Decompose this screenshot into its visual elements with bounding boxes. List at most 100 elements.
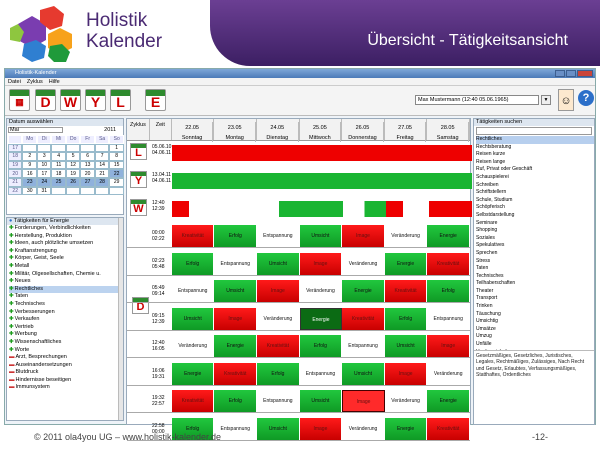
activity-cell[interactable]: Erfolg <box>171 252 215 275</box>
search-result-item[interactable]: Seminare <box>476 219 498 226</box>
activity-cell[interactable]: Energie <box>384 252 428 275</box>
search-result-item[interactable]: Selbstdarstellung <box>476 211 515 218</box>
cycle-d-button[interactable]: D <box>132 297 149 314</box>
chevron-down-icon[interactable]: ▼ <box>541 95 551 105</box>
search-result-item[interactable]: Täuschung <box>476 310 501 317</box>
calendar-day[interactable]: 16 <box>22 169 38 178</box>
activity-cell[interactable]: Kreativität <box>427 417 470 440</box>
calendar-day[interactable]: 14 <box>94 160 110 170</box>
calendar-day[interactable]: 26 <box>65 177 81 187</box>
task-item[interactable]: ✚Vertrieb <box>9 324 123 332</box>
user-select[interactable]: Max Mustermann (12:40 05.06.1965) <box>415 95 539 105</box>
search-result-item[interactable]: Taten <box>476 265 489 272</box>
activity-cell[interactable]: Veränderung <box>427 362 470 385</box>
calendar-day[interactable]: 18 <box>51 169 66 178</box>
activity-cell[interactable]: Kreativität <box>171 225 215 247</box>
activity-cell[interactable]: Veränderung <box>299 280 343 302</box>
task-item[interactable]: ✚Verbesserungen <box>9 309 123 317</box>
activity-cell[interactable]: Energie <box>214 335 258 357</box>
activity-cell[interactable]: Erfolg <box>384 307 428 330</box>
search-result-item[interactable]: Reisen lange <box>476 158 506 165</box>
task-item[interactable]: ✚Kraftanstrengung <box>9 248 123 256</box>
activity-cell[interactable]: Image <box>299 417 343 440</box>
close-button[interactable] <box>577 70 593 77</box>
calendar-day[interactable]: 4 <box>51 152 66 161</box>
cycle-l-button[interactable]: L <box>130 143 147 160</box>
activity-cell[interactable]: Kreativität <box>214 362 258 385</box>
calendar-day[interactable]: 19 <box>65 169 81 178</box>
task-item[interactable]: ▬Hindernisse beseitigen <box>9 377 123 385</box>
activity-cell[interactable]: Umsicht <box>171 307 215 330</box>
search-result-item[interactable]: Theater <box>476 287 494 294</box>
activity-cell[interactable]: Image <box>214 307 258 330</box>
activity-cell[interactable]: Erfolg <box>214 225 258 247</box>
activity-cell[interactable]: Image <box>427 335 470 357</box>
calendar-day[interactable]: 7 <box>94 152 110 161</box>
cycle-w-button[interactable]: W <box>130 199 147 216</box>
calendar-day[interactable]: 8 <box>109 152 124 161</box>
task-item[interactable]: ▬Arzt, Besprechungen <box>9 354 123 362</box>
search-result-item[interactable]: Schreiben <box>476 181 499 188</box>
activity-cell[interactable]: Veränderung <box>384 225 428 247</box>
search-result-item[interactable]: Transport <box>476 295 498 302</box>
activity-cell[interactable]: Erfolg <box>427 280 470 302</box>
calendar-day[interactable]: 28 <box>94 177 110 187</box>
toolbar-l-button[interactable]: L <box>110 89 131 111</box>
minimize-button[interactable] <box>555 70 565 77</box>
search-result-item[interactable]: Rechtliches <box>476 136 594 144</box>
calendar-day[interactable]: 15 <box>109 160 124 170</box>
menu-hilfe[interactable]: Hilfe <box>48 79 60 85</box>
activity-cell[interactable]: Kreativität <box>257 335 300 357</box>
activity-cell[interactable]: Umsicht <box>299 225 343 247</box>
task-item[interactable]: ✚Technisches <box>9 301 123 309</box>
menu-zyklus[interactable]: Zyklus <box>26 79 43 85</box>
calendar-day[interactable]: 17 <box>37 169 52 178</box>
activity-cell[interactable]: Umsicht <box>299 390 343 412</box>
calendar-day[interactable]: 9 <box>22 160 38 170</box>
calendar-day[interactable]: 23 <box>22 177 38 187</box>
activity-cell[interactable]: Erfolg <box>257 362 300 385</box>
toolbar-y-button[interactable]: Y <box>85 89 106 111</box>
calendar-day[interactable]: 2 <box>22 152 38 161</box>
activity-cell[interactable]: Umsicht <box>214 280 258 302</box>
task-item[interactable]: ▬Blutdruck <box>9 369 123 377</box>
search-result-item[interactable]: Unfälle <box>476 341 492 348</box>
activity-cell[interactable]: Entspannung <box>214 252 258 275</box>
calendar-day[interactable]: 10 <box>37 160 52 170</box>
activity-cell[interactable]: Veränderung <box>257 307 300 330</box>
search-result-item[interactable]: Reisen kurze <box>476 151 506 158</box>
toolbar-w-button[interactable]: W <box>60 89 81 111</box>
search-result-item[interactable]: Stress <box>476 257 491 264</box>
search-result-item[interactable]: Trinken <box>476 303 493 310</box>
toolbar-d-button[interactable]: D <box>35 89 56 111</box>
search-result-item[interactable]: Ruf, Privat oder Geschäft <box>476 166 533 173</box>
task-item[interactable]: ✚Verkaufen <box>9 316 123 324</box>
activity-cell[interactable]: Umsicht <box>257 252 300 275</box>
calendar-day[interactable]: 3 <box>37 152 52 161</box>
task-item[interactable]: ✚Neues <box>9 278 123 286</box>
search-input[interactable] <box>476 127 592 135</box>
activity-cell[interactable]: Image <box>299 252 343 275</box>
calendar-day[interactable]: 30 <box>22 186 38 196</box>
calendar-day[interactable]: 29 <box>109 177 124 187</box>
activity-cell[interactable]: Umsicht <box>384 335 428 357</box>
task-item[interactable]: ✚Metall <box>9 263 123 271</box>
search-result-item[interactable]: Shopping <box>476 227 498 234</box>
calendar-day[interactable]: 1 <box>109 143 124 153</box>
activity-cell[interactable]: Kreativität <box>384 280 428 302</box>
search-result-item[interactable]: Teilhaberschaften <box>476 280 516 287</box>
activity-cell[interactable]: Umsicht <box>257 417 300 440</box>
activity-cell[interactable]: Image <box>342 390 385 412</box>
task-item[interactable]: ✚Worte <box>9 347 123 355</box>
search-result-item[interactable]: Spekulatives <box>476 242 505 249</box>
toolbar-e-button[interactable]: E <box>145 89 166 111</box>
activity-cell[interactable]: Veränderung <box>342 417 385 440</box>
task-item[interactable]: ✚Militär, Ölgesellschaften, Chemie u. <box>9 271 123 279</box>
activity-cell[interactable]: Entspannung <box>214 417 258 440</box>
activity-cell[interactable]: Entspannung <box>427 307 470 330</box>
activity-cell[interactable]: Energie <box>427 390 470 412</box>
task-item[interactable]: ✚Werbung <box>9 331 123 339</box>
calendar-day[interactable]: 6 <box>80 152 95 161</box>
search-result-item[interactable]: Schauspielerei <box>476 173 509 180</box>
activity-cell[interactable]: Image <box>384 362 428 385</box>
